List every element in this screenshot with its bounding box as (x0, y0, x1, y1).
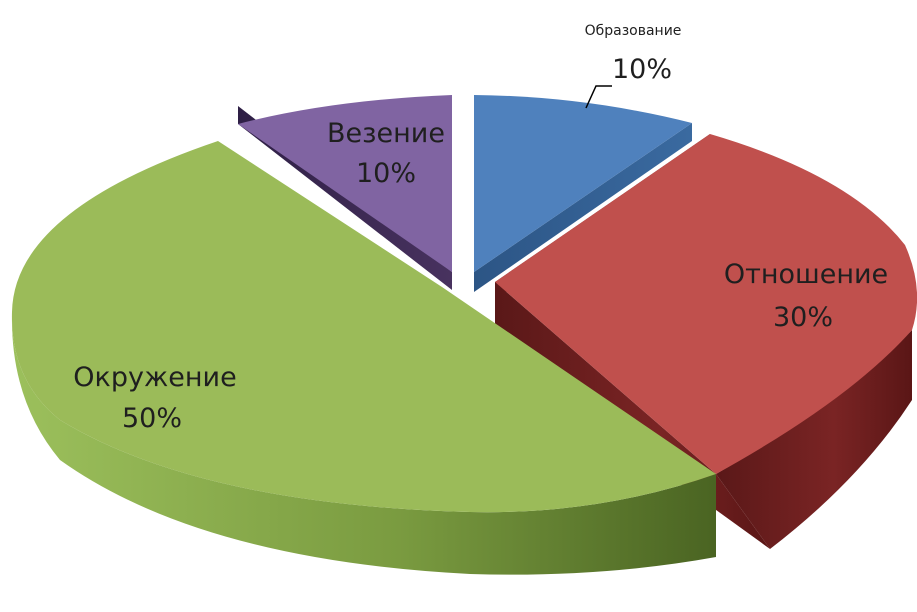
slice-rim-okruzhenie (11, 312, 716, 575)
label-vezenie-name: Везение (327, 118, 445, 149)
slice-okruzhenie (11, 141, 716, 513)
slice-vezenie (238, 95, 452, 272)
label-otnoshenie-value: 30% (773, 302, 833, 333)
leader-line-obrazovanie (585, 85, 612, 109)
slice-obrazovanie (474, 95, 692, 272)
label-vezenie-value: 10% (356, 158, 416, 189)
slice-otnoshenie (495, 134, 917, 474)
label-okruzhenie-name: Окружение (73, 362, 236, 393)
label-otnoshenie-name: Отношение (724, 259, 888, 290)
label-okruzhenie-value: 50% (122, 403, 182, 434)
slice-side-obrazovanie (474, 123, 692, 292)
label-obrazovanie-name: Образование (585, 23, 682, 39)
label-obrazovanie-value: 10% (612, 54, 672, 85)
slice-rim-otnoshenie (716, 330, 912, 549)
